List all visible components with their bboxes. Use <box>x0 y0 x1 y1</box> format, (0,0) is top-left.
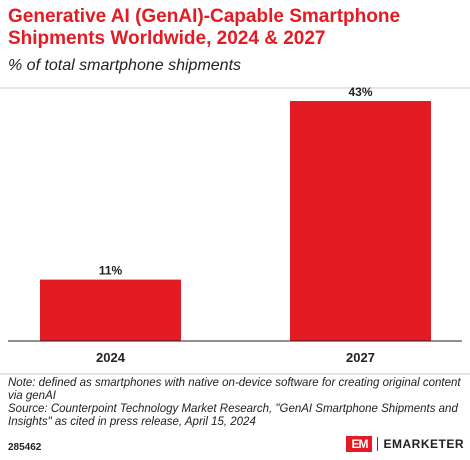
data-label-2027: 43% <box>348 85 372 99</box>
bar-chart: 11% 2024 43% 2027 <box>0 85 470 375</box>
brand-logo: EM EMARKETER <box>346 436 464 452</box>
brand-separator <box>377 437 379 451</box>
chart-subtitle: % of total smartphone shipments <box>8 57 242 74</box>
bar-2024 <box>40 279 181 341</box>
chart-title: Generative AI (GenAI)-Capable Smartphone… <box>8 6 401 49</box>
chart-note: Note: defined as smartphones with native… <box>8 377 461 402</box>
brand-mark-icon: EM <box>346 436 373 452</box>
footnotes: Note: defined as smartphones with native… <box>8 377 464 429</box>
x-tick-label-2027: 2027 <box>346 350 375 365</box>
x-tick-label-2024: 2024 <box>96 350 126 365</box>
bar-2027 <box>290 101 431 341</box>
brand-name: EMARKETER <box>383 437 464 451</box>
data-label-2024: 11% <box>99 264 123 278</box>
chart-source: Source: Counterpoint Technology Market R… <box>8 403 458 428</box>
chart-id: 285462 <box>8 442 42 453</box>
